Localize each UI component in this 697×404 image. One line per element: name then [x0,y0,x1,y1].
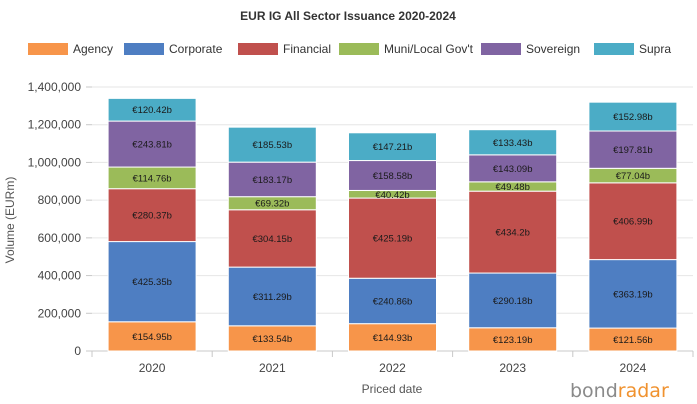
legend-item[interactable]: Sovereign [481,42,580,56]
data-label: €243.81b [132,140,172,151]
bar-segment[interactable] [348,323,437,352]
chart-title: EUR IG All Sector Issuance 2020-2024 [240,9,456,23]
legend-swatch [124,43,164,55]
data-label: €363.19b [613,289,653,300]
data-label: €185.53b [252,140,292,151]
data-label: €114.76b [133,173,172,184]
legend-swatch [238,43,278,55]
data-label: €143.09b [493,164,533,175]
bar-segment[interactable] [588,101,678,132]
bondradar-logo: bondradar [570,380,669,402]
data-label: €121.56b [613,335,653,346]
data-label: €123.19b [493,335,533,346]
bars: €154.95b €425.35b €280.37b €114.76b €243.81b… [107,97,678,352]
legend-label: Supra [639,42,671,56]
legend-label: Muni/Local Gov't [384,42,474,56]
data-label: €434.2b [496,228,530,239]
legend-item[interactable]: Muni/Local Gov't [339,42,474,56]
data-label: €311.29b [253,292,292,303]
data-label: €49.48b [496,182,530,193]
bar-stack-2021[interactable]: €133.54b €311.29b €304.15b €69.32b €183.17b €… [227,126,317,352]
data-label: €280.37b [132,211,172,222]
y-tick-label: 1,000,000 [28,155,82,169]
data-label: €40.42b [375,190,409,201]
data-label: €183.17b [252,175,292,186]
y-axis: 0 200,000 400,000 600,000 800,000 1,000,000 1,… [28,80,92,358]
y-tick-label: 1,200,000 [28,118,82,132]
bar-segment[interactable] [107,321,197,352]
bar-stack-2024[interactable]: €121.56b €363.19b €406.99b €77.04b €197.81b €… [588,101,678,352]
bar-segment[interactable] [107,241,197,323]
y-tick-label: 400,000 [38,269,82,283]
data-label: €154.95b [132,332,172,343]
data-label: €406.99b [613,217,653,228]
bar-segment[interactable] [227,209,317,268]
data-label: €69.32b [255,199,289,210]
x-axis: 2020 2021 2022 2023 2024 [91,351,694,375]
legend-item[interactable]: Financial [238,42,331,56]
bar-segment[interactable] [227,325,317,352]
x-axis-title: Priced date [362,382,423,396]
legend-label: Agency [73,42,113,56]
data-label: €147.21b [373,142,413,153]
bar-segment[interactable] [107,120,197,168]
bar-segment[interactable] [468,154,558,183]
y-tick-label: 1,400,000 [28,80,82,94]
bar-segment[interactable] [107,97,197,122]
data-label: €133.54b [252,334,292,345]
legend-label: Sovereign [526,42,580,56]
bar-stack-2023[interactable]: €123.19b €290.18b €434.2b €49.48b €143.09b €1… [468,129,558,352]
bar-segment[interactable] [588,182,678,261]
x-tick-label: 2023 [499,361,526,375]
data-label: €77.04b [616,171,650,182]
bar-segment[interactable] [468,190,558,274]
legend-label: Financial [283,42,331,56]
bar-segment[interactable] [348,197,437,279]
legend-swatch [594,43,634,55]
logo-text-bond: bond [570,380,618,402]
legend-item[interactable]: Agency [28,42,113,56]
legend-item[interactable]: Supra [594,42,671,56]
legend-swatch [28,43,68,55]
bar-segment[interactable] [227,161,317,198]
bar-segment[interactable] [588,130,678,169]
data-label: €158.58b [373,171,413,182]
bar-segment[interactable] [107,188,197,243]
legend-item[interactable]: Corporate [124,42,223,56]
legend-label: Corporate [169,42,223,56]
x-tick-label: 2021 [259,361,286,375]
y-tick-label: 0 [74,344,81,358]
x-tick-label: 2020 [139,361,166,375]
bar-segment[interactable] [468,272,558,329]
data-label: €197.81b [613,145,653,156]
x-tick-label: 2024 [620,361,647,375]
data-label: €133.43b [493,138,533,149]
svg-text:bondradar: bondradar [570,380,669,402]
y-tick-label: 200,000 [38,306,82,320]
data-label: €304.15b [252,234,292,245]
bar-stack-2020[interactable]: €154.95b €425.35b €280.37b €114.76b €243.81b… [107,97,197,352]
data-label: €152.98b [613,112,653,123]
y-tick-label: 800,000 [38,193,82,207]
bar-segment[interactable] [468,129,558,156]
bar-segment[interactable] [227,126,317,163]
data-label: €240.86b [373,296,413,307]
data-label: €425.19b [373,234,413,245]
bar-stack-2022[interactable]: €144.93b €240.86b €425.19b €40.42b €158.58b €… [348,132,437,352]
bar-segment[interactable] [588,259,678,329]
bar-segment[interactable] [227,266,317,327]
data-label: €290.18b [493,296,533,307]
x-tick-label: 2022 [379,361,406,375]
legend-swatch [481,43,521,55]
data-label: €144.93b [373,333,413,344]
data-label: €120.42b [132,105,172,116]
y-axis-title: Volume (EURm) [3,177,17,264]
legend-swatch [339,43,379,55]
y-tick-label: 600,000 [38,231,82,245]
logo-text-radar: radar [618,380,669,402]
legend: Agency Corporate Financial Muni/Local Gov't… [28,42,671,56]
data-label: €425.35b [132,277,172,288]
bar-segment[interactable] [348,132,437,162]
